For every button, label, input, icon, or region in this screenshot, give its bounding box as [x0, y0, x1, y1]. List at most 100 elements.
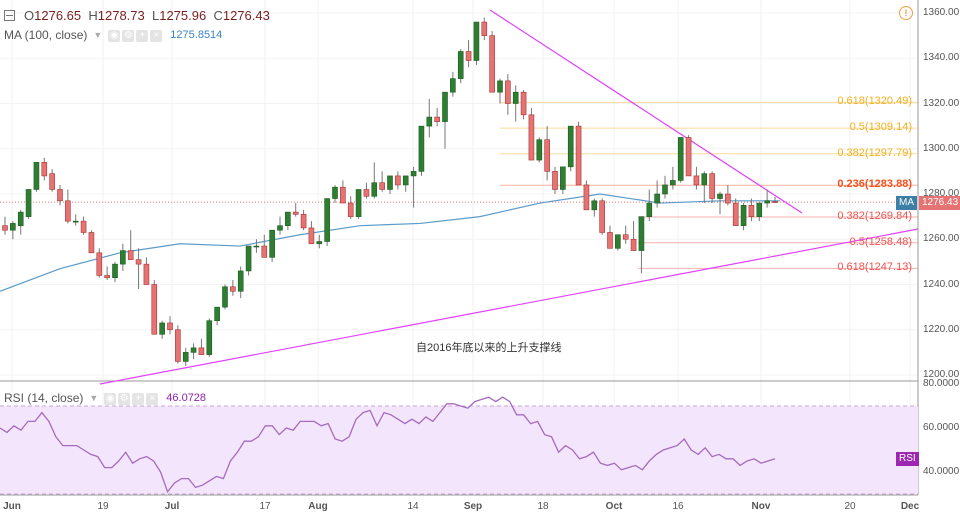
candle-body	[434, 116, 440, 122]
candle-body	[277, 225, 283, 231]
price-tick: 1260.00	[923, 233, 960, 245]
rsi-dropdown-icon[interactable]: ▼	[89, 392, 99, 403]
ma-visibility-icon[interactable]: ◉	[108, 30, 121, 42]
rsi-value: 46.0728	[166, 391, 207, 404]
candle-body	[96, 252, 103, 276]
time-tick: Jun	[3, 501, 21, 512]
candle-body	[17, 211, 24, 226]
rsi-add-icon[interactable]: +	[132, 393, 145, 405]
time-tick: 19	[97, 501, 109, 512]
candle-body	[677, 137, 684, 181]
ma-settings-icon[interactable]: ⚙	[122, 30, 135, 42]
fib-label: 0.618(1320.49)	[837, 95, 912, 108]
candle-body	[190, 347, 197, 353]
fib-label: 0.5(1258.48)	[849, 235, 912, 248]
ma-label[interactable]: MA (100, close)	[4, 27, 88, 42]
candle-body	[371, 182, 378, 197]
candle-body	[80, 220, 87, 233]
candle-body	[395, 175, 401, 186]
time-tick: Oct	[605, 501, 623, 512]
support-line-annotation[interactable]: 自2016年底以来的上升支撑线	[416, 342, 562, 354]
fib-label: 0.618(1247.13)	[837, 261, 912, 274]
close-label: C	[213, 8, 223, 23]
candle-body	[756, 202, 763, 217]
time-tick: 20	[844, 501, 856, 512]
candle-body	[151, 284, 158, 335]
candle-body	[670, 180, 676, 186]
candle-body	[143, 263, 150, 285]
fib-label: 0.236(1283.88)	[837, 178, 912, 191]
candle-body	[442, 91, 448, 122]
fib-label: 0.382(1269.84)	[837, 209, 912, 222]
candle-body	[222, 286, 228, 308]
candle-body	[473, 21, 480, 61]
candle-body	[685, 137, 692, 177]
price-tick: 1360.00	[923, 7, 960, 18]
candle-body	[104, 275, 110, 279]
candle-body	[646, 202, 653, 217]
collapse-icon[interactable]	[4, 10, 15, 21]
high-value: 1278.73	[97, 8, 145, 23]
candle-body	[285, 211, 291, 226]
candle-body	[65, 200, 71, 222]
candle-body	[764, 200, 770, 204]
candle-body	[237, 270, 244, 292]
candle-body	[355, 189, 362, 217]
close-value: 1276.43	[222, 8, 270, 23]
rsi-visibility-icon[interactable]: ◉	[104, 393, 117, 405]
candle-body	[175, 329, 181, 362]
candle-body	[536, 139, 543, 161]
candle-body	[638, 216, 645, 251]
candle-body	[552, 171, 558, 190]
candle-body	[269, 229, 275, 258]
candle-body	[316, 241, 323, 245]
candle-body	[701, 173, 708, 186]
candle-body	[379, 182, 385, 190]
candle-body	[772, 201, 778, 203]
ma-value: 1275.8514	[170, 28, 223, 41]
candle-body	[112, 263, 118, 279]
candle-body	[332, 186, 338, 199]
price-tick: 1240.00	[923, 278, 960, 290]
rsi-legend: RSI (14, close) ▼ ◉ ⚙ + × 46.0728	[4, 390, 206, 405]
candle-body	[630, 238, 637, 251]
rsi-label[interactable]: RSI (14, close)	[4, 390, 84, 405]
alert-icon[interactable]: !	[899, 6, 913, 20]
price-tick: 1220.00	[923, 323, 960, 335]
ma-dropdown-icon[interactable]: ▼	[93, 29, 103, 40]
ma-add-icon[interactable]: +	[136, 30, 149, 42]
candle-body	[693, 175, 700, 186]
candle-body	[505, 80, 511, 104]
candle-body	[732, 202, 739, 226]
rsi-settings-icon[interactable]: ⚙	[118, 393, 131, 405]
ma-remove-icon[interactable]: ×	[150, 30, 163, 42]
candle-body	[489, 35, 495, 93]
candle-body	[347, 202, 354, 217]
candle-body	[615, 234, 621, 249]
candle-body	[567, 125, 574, 168]
fib-label: 0.382(1297.79)	[837, 146, 912, 159]
candle-body	[410, 171, 417, 177]
time-tick: 17	[259, 501, 271, 512]
time-tick: 14	[407, 501, 419, 512]
candle-body	[10, 223, 16, 231]
candle-body	[402, 175, 409, 186]
resistance-trendline	[489, 9, 803, 214]
candle-body	[717, 193, 723, 199]
ohlc-legend: O1276.65 H1278.73 L1275.96 C1276.43	[4, 8, 270, 23]
rsi-remove-icon[interactable]: ×	[146, 393, 159, 405]
candle-body	[33, 162, 40, 190]
time-tick: 16	[672, 501, 684, 512]
candle-body	[481, 21, 488, 36]
low-value: 1275.96	[159, 8, 207, 23]
rsi-tag: RSI	[896, 452, 919, 466]
price-tick: 1280.00	[923, 188, 960, 199]
time-tick: Aug	[308, 501, 328, 512]
rsi-tick: 40.0000	[923, 466, 960, 477]
support-trendline	[99, 228, 919, 385]
candle-body	[528, 114, 535, 161]
candle-body	[418, 125, 425, 172]
candle-body	[340, 186, 346, 204]
price-tick: 1200.00	[923, 369, 960, 380]
